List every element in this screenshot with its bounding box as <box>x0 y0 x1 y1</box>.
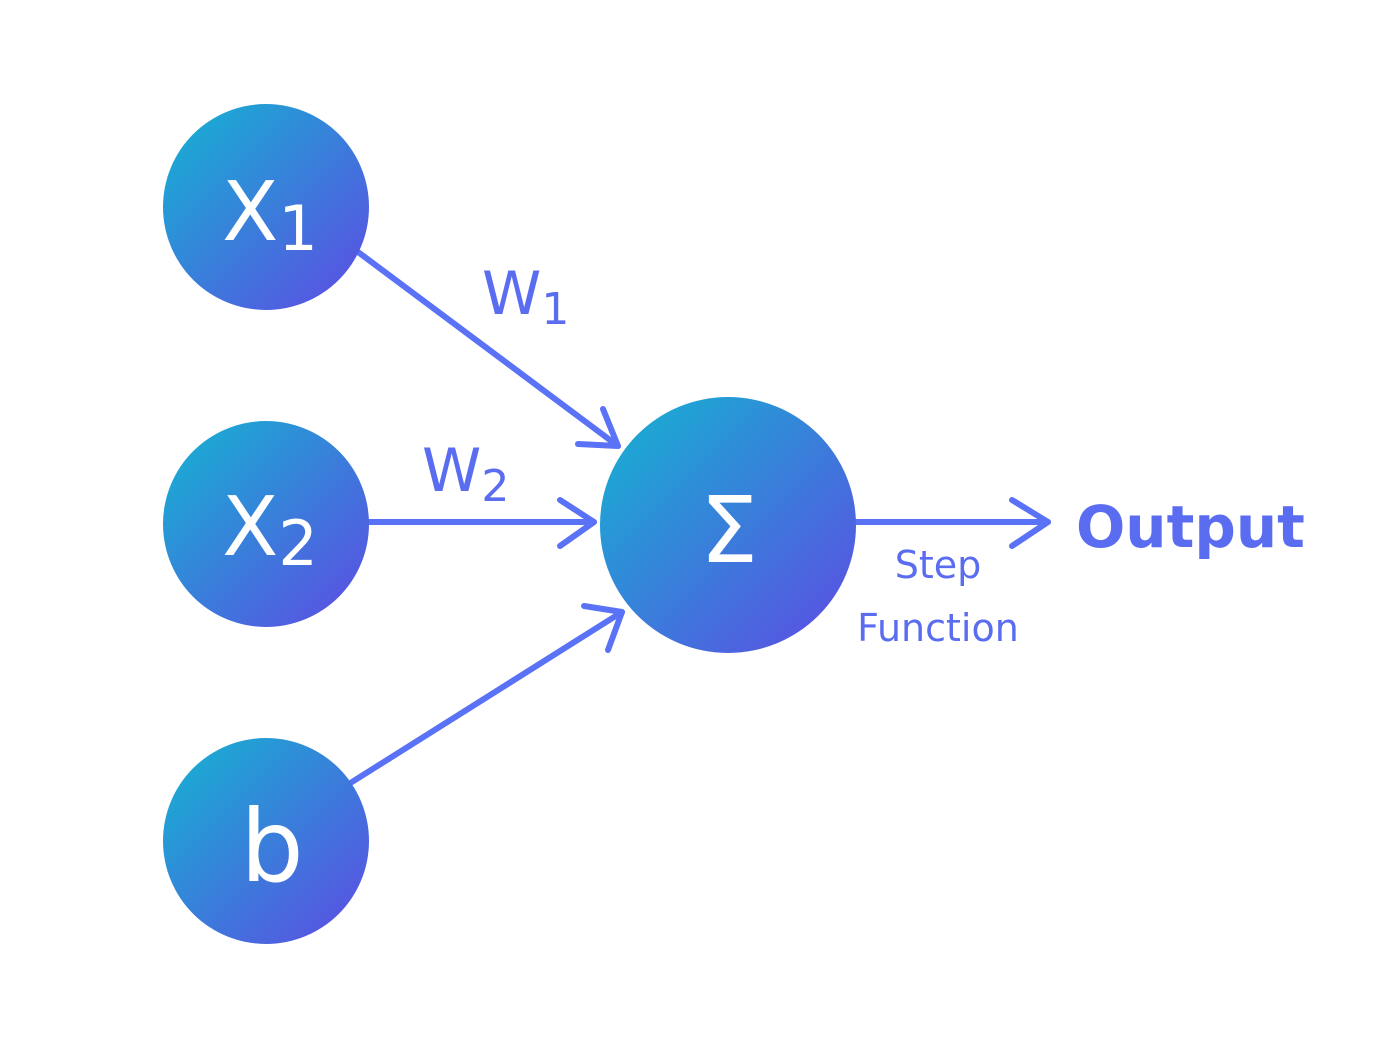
sigma-label: Σ <box>700 477 758 584</box>
weight-w2-label: W2 <box>422 436 509 512</box>
w2-subscript: 2 <box>481 461 509 512</box>
weight-w1-label: W1 <box>482 259 569 335</box>
activation-line2: Function <box>857 606 1019 650</box>
w1-symbol: W <box>482 259 541 329</box>
edge-bias-to-sum <box>349 609 625 785</box>
input-node-x2: X2 <box>163 421 369 627</box>
svg-text:X2: X2 <box>222 480 318 580</box>
w2-symbol: W <box>422 436 481 506</box>
x1-symbol: X <box>222 165 278 260</box>
arrowhead-x1 <box>575 406 621 449</box>
activation-line1: Step <box>895 543 982 587</box>
x1-subscript: 1 <box>278 192 317 265</box>
svg-text:X1: X1 <box>222 165 318 265</box>
x2-subscript: 2 <box>278 507 317 580</box>
arrowhead-x2 <box>557 497 597 549</box>
edge-x1-to-sum <box>355 249 621 449</box>
bias-label: b <box>240 788 303 905</box>
bias-node: b <box>163 738 369 944</box>
summation-node: Σ <box>600 397 856 653</box>
arrowhead-output <box>1009 497 1051 549</box>
input-node-x1: X1 <box>163 104 369 310</box>
output-label: Output <box>1076 493 1305 561</box>
x2-symbol: X <box>222 480 278 575</box>
edges <box>349 249 1051 785</box>
arrowhead-bias <box>581 603 625 653</box>
w1-subscript: 1 <box>541 284 569 335</box>
